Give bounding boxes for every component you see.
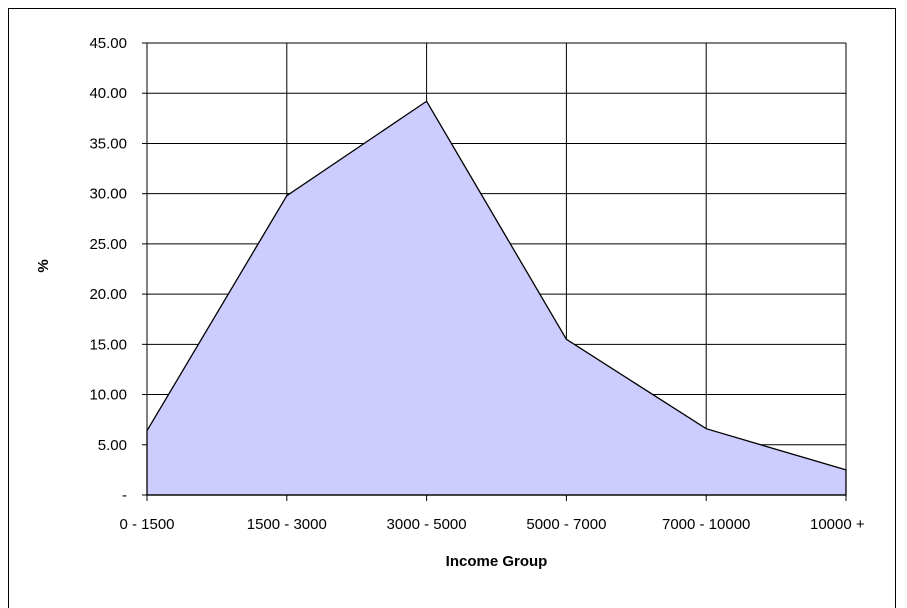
x-tick-label: 3000 - 5000: [387, 516, 467, 533]
y-tick-label: 5.00: [98, 437, 127, 454]
x-tick-label: 10000 +: [810, 516, 865, 533]
y-tick-label: -: [122, 487, 127, 504]
y-axis-ticks: - 5.00 10.00 15.00 20.00 25.00 30.00 35.00 40.00…: [89, 35, 147, 504]
y-tick-label: 15.00: [89, 336, 127, 353]
y-tick-label: 25.00: [89, 236, 127, 253]
chart-frame: [8, 8, 896, 608]
income-group-area-chart: - 5.00 10.00 15.00 20.00 25.00 30.00 35.00 40.00…: [35, 35, 865, 570]
x-tick-label: 0 - 1500: [119, 516, 174, 533]
x-tick-label: 1500 - 3000: [247, 516, 327, 533]
x-tick-label: 5000 - 7000: [526, 516, 606, 533]
x-axis-ticks: 0 - 1500 1500 - 3000 3000 - 5000 5000 - 700…: [119, 495, 865, 533]
y-tick-label: 45.00: [89, 35, 127, 52]
area-series: [146, 100, 847, 496]
y-tick-label: 10.00: [89, 387, 127, 404]
y-tick-label: 20.00: [89, 286, 127, 303]
y-tick-label: 35.00: [89, 135, 127, 152]
x-axis-title: Income Group: [446, 553, 548, 570]
x-tick-label: 7000 - 10000: [662, 516, 750, 533]
y-tick-label: 30.00: [89, 186, 127, 203]
y-axis-title: %: [35, 259, 52, 272]
y-tick-label: 40.00: [89, 85, 127, 102]
